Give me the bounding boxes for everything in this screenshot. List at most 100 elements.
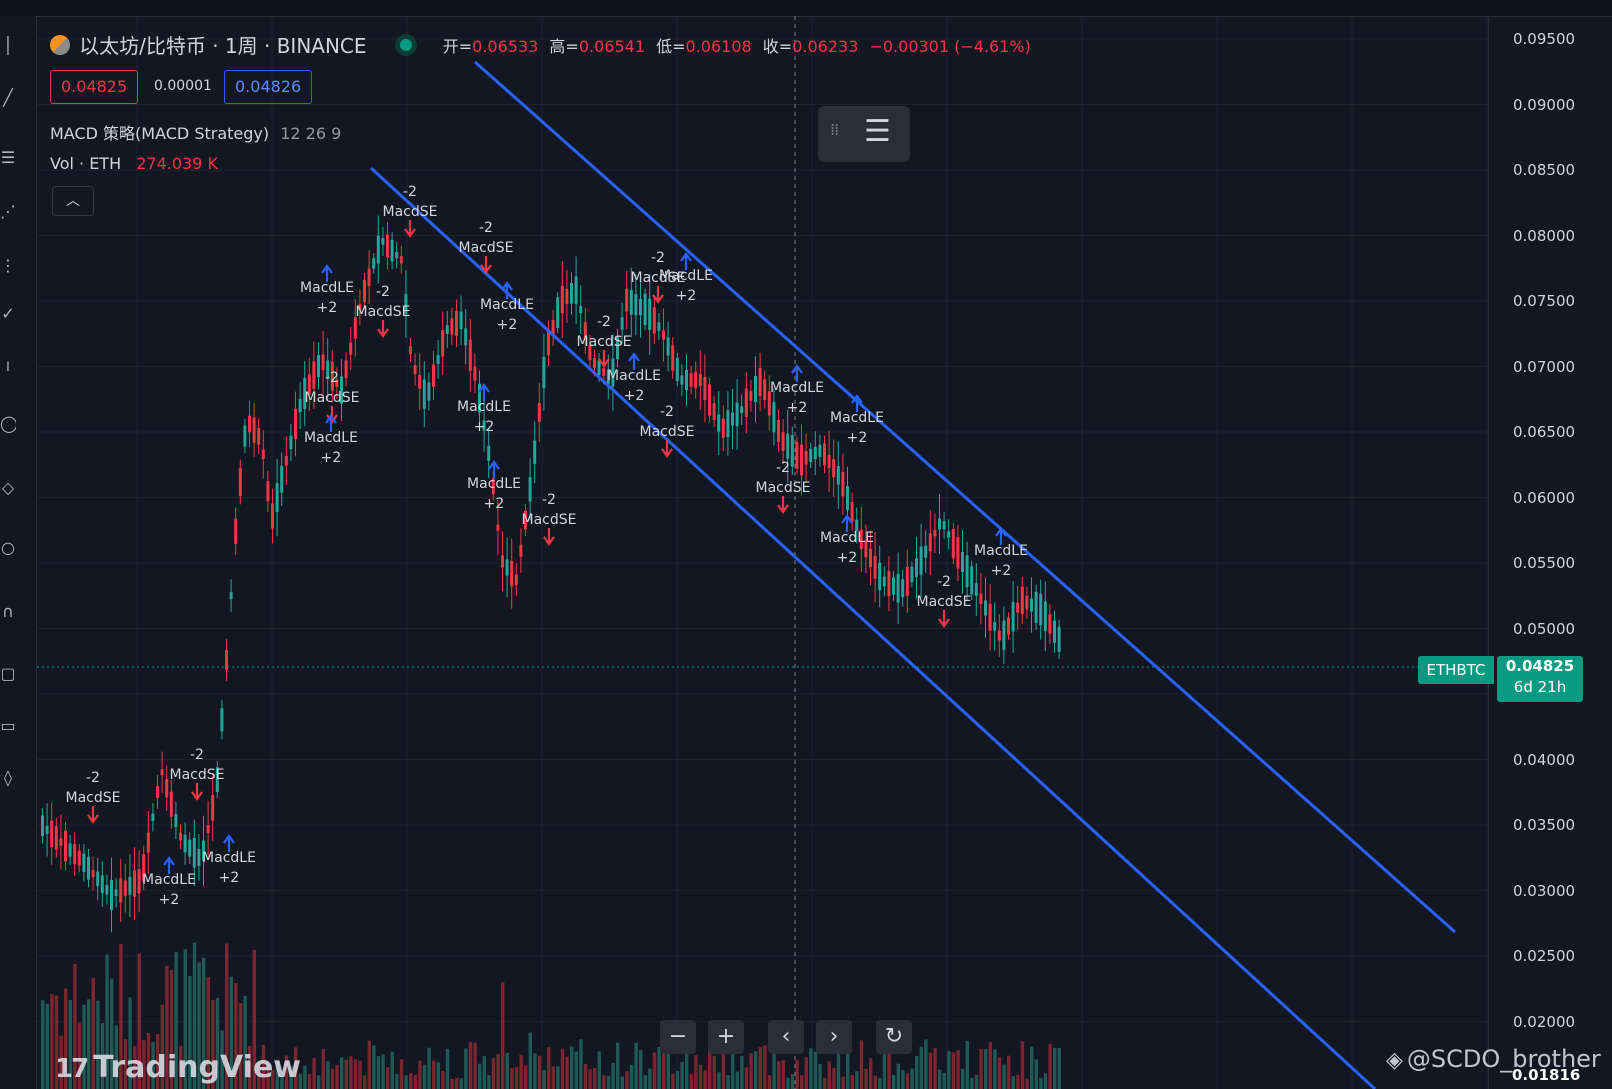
- candle-body: [404, 294, 408, 314]
- symbol-title[interactable]: 以太坊/比特币 · 1周 · BINANCE: [79, 34, 367, 58]
- drag-handle-icon[interactable]: ⁞⁞: [830, 120, 839, 139]
- price-chart[interactable]: [37, 16, 1488, 1089]
- strategy-signal-label: -2 MacdSE: [521, 492, 577, 528]
- object-list-icon[interactable]: ☰: [864, 114, 891, 149]
- volume-bar: [570, 1046, 574, 1089]
- trash-icon[interactable]: ◊: [4, 768, 12, 787]
- buy-button[interactable]: 0.04826: [224, 70, 313, 104]
- volume-bar: [537, 1055, 542, 1089]
- candle-body: [450, 318, 454, 335]
- volume-bar: [1020, 1041, 1025, 1089]
- volume-bar: [114, 1025, 118, 1089]
- sell-arrow-icon: [938, 610, 950, 628]
- chart-pane[interactable]: [37, 16, 1488, 1089]
- volume-bar: [896, 1063, 900, 1089]
- tradingview-watermark: 17 TradingView: [55, 1050, 302, 1085]
- candle-body: [809, 448, 813, 463]
- candle-body: [818, 444, 822, 457]
- price-tick: 0.09500: [1513, 30, 1576, 48]
- candle-body: [524, 510, 527, 530]
- candle-body: [445, 325, 449, 334]
- strategy-signal-label: -2 MacdSE: [355, 284, 411, 320]
- ruler-icon[interactable]: ◇: [1, 478, 15, 497]
- lock-icon[interactable]: ▢: [0, 664, 16, 683]
- zoom-out-button[interactable]: −: [660, 1020, 696, 1054]
- volume-bar: [192, 942, 197, 1089]
- volume-bar: [165, 965, 169, 1089]
- candle-body: [777, 419, 780, 443]
- signal-arrows: [87, 220, 1007, 874]
- channel-lower-line[interactable]: [369, 166, 1377, 1089]
- indicator-row[interactable]: MACD 策略(MACD Strategy) 12 26 9: [50, 120, 341, 144]
- volume-bar: [832, 1068, 836, 1089]
- volume-bar: [238, 1003, 243, 1089]
- circle-icon[interactable]: ◯: [0, 414, 16, 433]
- reset-chart-button[interactable]: ↻: [876, 1020, 912, 1054]
- candle-body: [422, 379, 426, 409]
- volume-bar: [754, 1051, 758, 1089]
- candle-body: [96, 871, 100, 887]
- candle-body: [896, 573, 900, 603]
- pattern-icon[interactable]: ⋰: [0, 202, 16, 221]
- candle-body: [657, 322, 661, 331]
- candle-body: [169, 791, 173, 817]
- candle-body: [606, 369, 610, 385]
- collapse-legend-button[interactable]: ︿: [52, 186, 94, 216]
- volume-row[interactable]: Vol · ETH 274.039 K: [50, 154, 218, 173]
- candle-body: [804, 450, 808, 465]
- measure-icon[interactable]: ⋮: [0, 256, 16, 275]
- volume-bar: [432, 1060, 436, 1089]
- candle-body: [781, 432, 785, 451]
- candle-body: [110, 879, 113, 911]
- candle-body: [344, 360, 348, 379]
- candle-body: [514, 574, 518, 586]
- scroll-right-button[interactable]: ›: [816, 1020, 852, 1054]
- candle-body: [284, 456, 288, 466]
- candle-body: [197, 848, 201, 866]
- volume-bar: [947, 1051, 951, 1089]
- volume-bar: [317, 1075, 321, 1089]
- buy-arrow-icon: [841, 514, 853, 532]
- candle-body: [312, 361, 316, 389]
- text-icon[interactable]: ╷: [3, 352, 13, 371]
- cursor-icon[interactable]: │: [3, 36, 13, 55]
- candle-body: [464, 328, 468, 346]
- volume-bar: [616, 1042, 620, 1089]
- brush-icon[interactable]: ✓: [1, 304, 15, 323]
- candle-body: [64, 830, 67, 862]
- buy-arrow-icon: [791, 364, 803, 382]
- floating-object-panel[interactable]: ⁞⁞ ☰: [818, 106, 910, 162]
- candle-body: [662, 330, 665, 340]
- price-axis[interactable]: 0.09500 0.09000 0.08500 0.08000 0.07500 0.070…: [1488, 16, 1612, 1089]
- fib-icon[interactable]: ☰: [0, 148, 16, 167]
- zoom-in-button[interactable]: +: [708, 1020, 744, 1054]
- sell-button[interactable]: 0.04825: [50, 70, 139, 104]
- zoom-icon[interactable]: ○: [1, 538, 15, 557]
- scroll-left-button[interactable]: ‹: [768, 1020, 804, 1054]
- sell-arrow-icon: [661, 440, 673, 458]
- eye-icon[interactable]: ▭: [0, 716, 16, 735]
- strategy-signal-label: MacdLE +2: [304, 430, 358, 466]
- channel-upper-line[interactable]: [474, 60, 1456, 934]
- volume-bar: [169, 970, 174, 1089]
- volume-bar: [910, 1068, 914, 1089]
- volume-bar: [749, 1053, 753, 1089]
- candle-body: [611, 358, 615, 387]
- trend-line-icon[interactable]: ╱: [3, 88, 13, 107]
- candle-body: [910, 566, 914, 582]
- candle-body: [965, 555, 969, 588]
- candle-body: [395, 252, 399, 259]
- candle-body: [367, 268, 371, 286]
- volume-bar: [928, 1052, 933, 1089]
- candle-body: [855, 519, 859, 532]
- candle-body: [1043, 601, 1047, 632]
- candle-body: [1053, 620, 1056, 643]
- candle-body: [570, 283, 573, 304]
- price-tick: 0.04000: [1513, 750, 1576, 769]
- volume-bar: [1039, 1078, 1043, 1089]
- candle-body: [220, 708, 224, 732]
- volume-bar: [547, 1047, 551, 1089]
- volume-bar: [427, 1047, 431, 1089]
- volume-bar: [873, 1075, 877, 1089]
- magnet-icon[interactable]: ∩: [2, 602, 14, 621]
